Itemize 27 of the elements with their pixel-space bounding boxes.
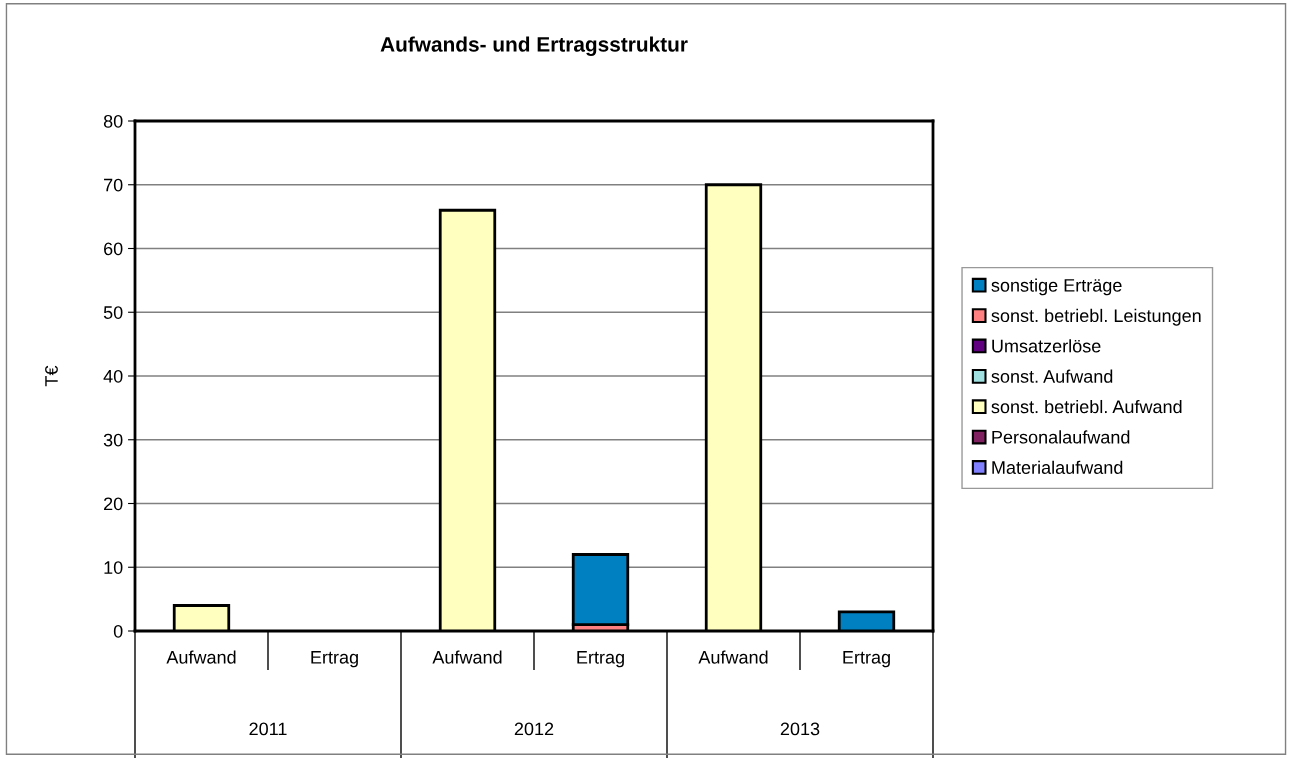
y-tick-label: 0 (113, 624, 123, 638)
legend-label: sonst. Aufwand (991, 369, 1113, 383)
legend-label: Umsatzerlöse (992, 339, 1101, 353)
x-tick-label: Ertrag (843, 651, 890, 668)
x-tick-label: Aufwand (432, 650, 502, 664)
chart-title: Aufwands- und Ertragsstruktur (380, 36, 688, 56)
text: 2013 (780, 722, 820, 736)
x-tick-label: Aufwand (698, 650, 768, 664)
y-tick-label: 40 (103, 369, 123, 383)
legend-label: Personalaufwand (992, 430, 1130, 444)
x-tick-label: Aufwand (166, 650, 236, 664)
y-tick-label: 60 (104, 242, 123, 256)
text: 2012 (514, 722, 554, 736)
y-tick-label: 20 (104, 497, 123, 511)
y-tick-label: 80 (103, 114, 123, 128)
x-tick-label: Ertrag (577, 651, 624, 668)
text: 2011 (249, 722, 287, 736)
legend-label: sonstige Erträge (991, 278, 1122, 296)
y-tick-label: 10 (104, 561, 123, 574)
y-axis-title: T€ (45, 365, 58, 387)
y-tick-label: 70 (104, 178, 123, 192)
y-tick-label: 50 (103, 306, 123, 319)
legend-label: sonst. betriebl. Aufwand (991, 399, 1182, 414)
legend-label: sonst. betriebl. Leistungen (991, 308, 1201, 326)
x-tick-label: Ertrag (311, 651, 358, 668)
y-tick-label: 30 (103, 433, 123, 447)
legend-label: Materialaufwand (992, 460, 1123, 474)
